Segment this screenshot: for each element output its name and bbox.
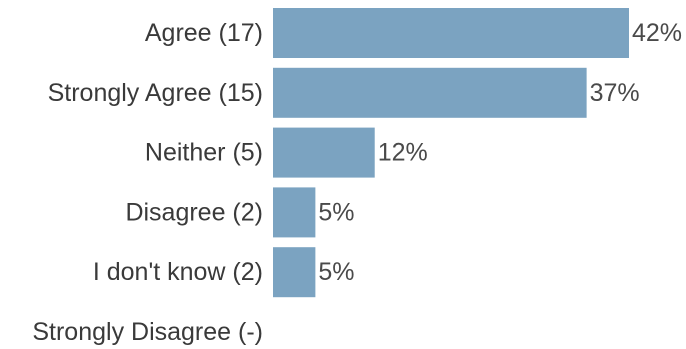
bar [273,8,629,58]
bar [273,247,316,298]
category-label: Neither (5) [145,139,263,167]
value-label: 42% [632,19,682,47]
bar [273,127,375,178]
value-label: 37% [590,79,640,107]
value-labels: 42% 37% 12% 5% 5% [318,19,682,286]
category-labels: Agree (17) Strongly Agree (15) Neither (5)… [32,19,263,346]
category-label: Disagree (2) [125,198,263,226]
value-label: 12% [378,139,428,167]
bar [273,187,316,238]
value-label: 5% [318,198,354,226]
category-label: Agree (17) [145,19,263,47]
category-label: Strongly Agree (15) [48,79,263,107]
category-label: I don't know (2) [93,258,263,286]
bars [273,8,629,298]
bar [273,67,587,118]
value-label: 5% [318,258,354,286]
category-label: Strongly Disagree (-) [32,318,263,346]
